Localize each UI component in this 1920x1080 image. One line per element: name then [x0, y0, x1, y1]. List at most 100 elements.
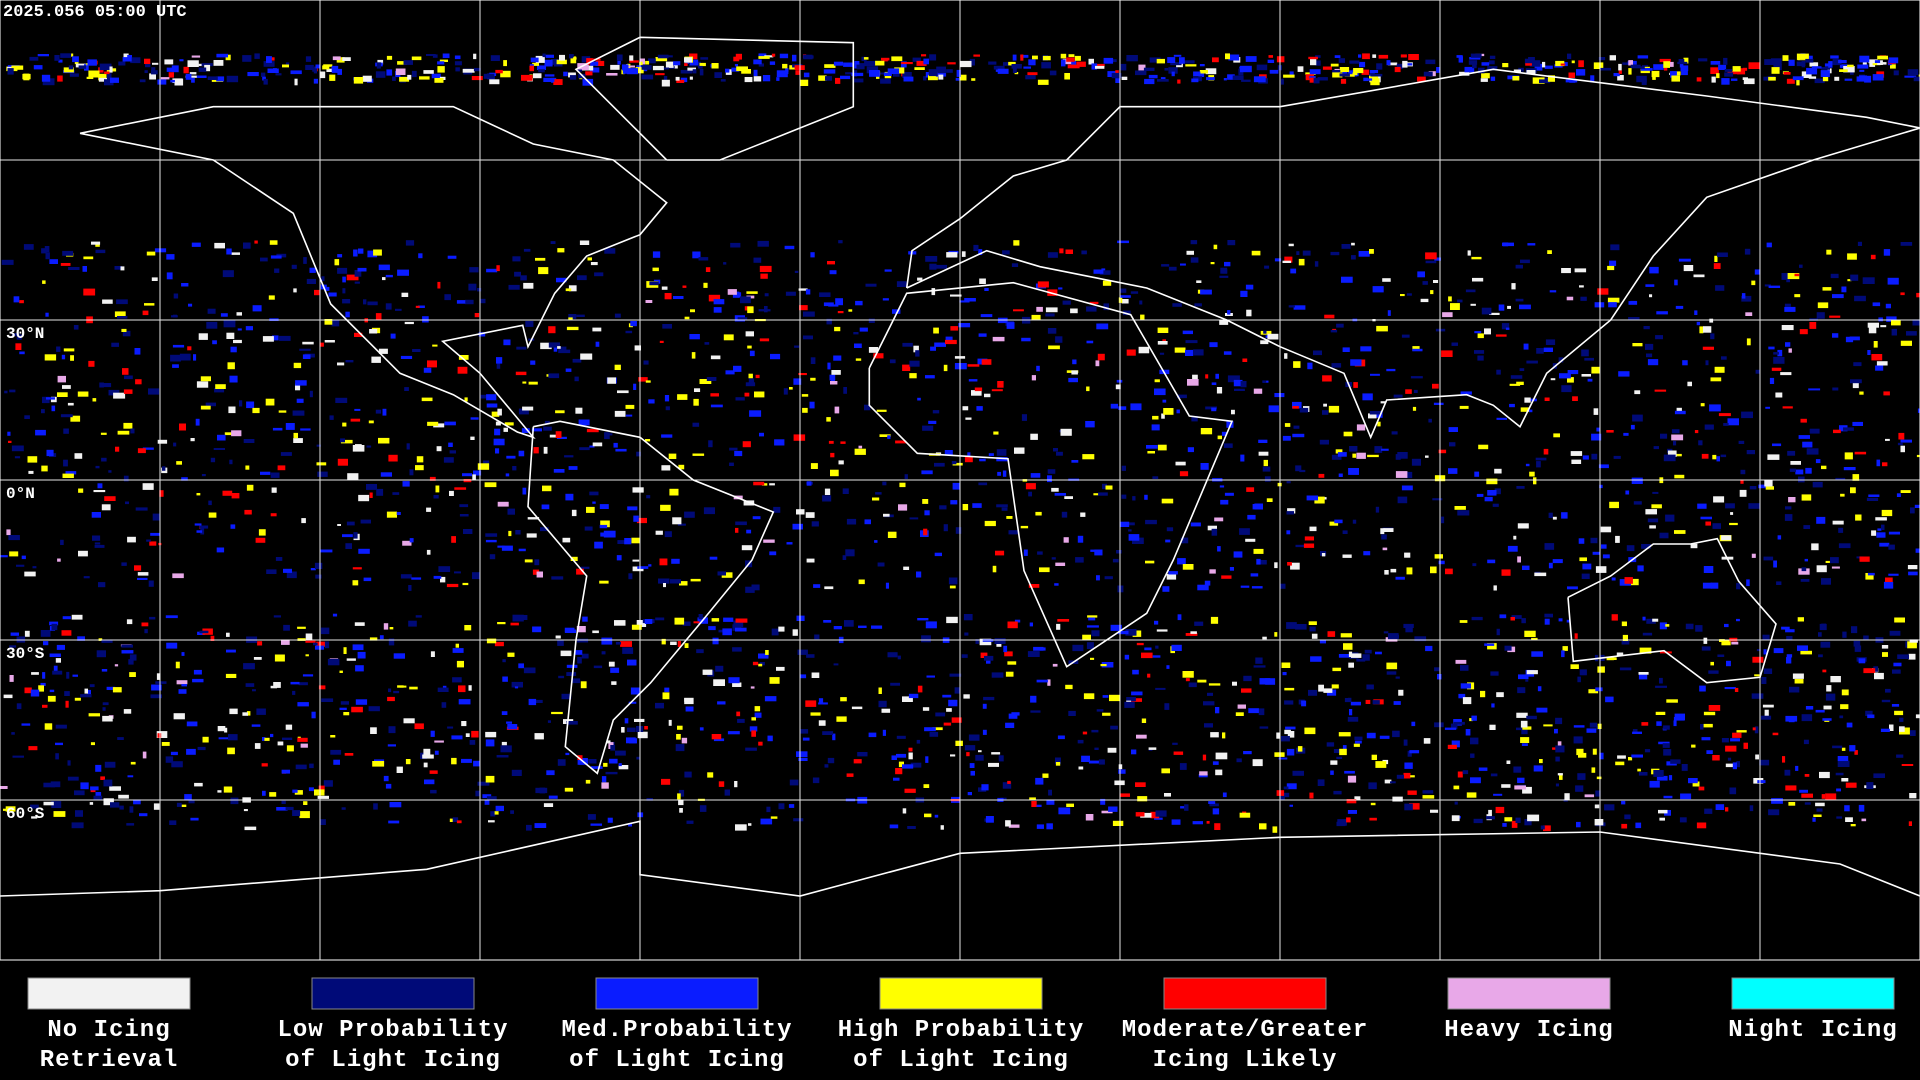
icing-pixel: [1370, 78, 1380, 86]
icing-pixel: [1292, 433, 1305, 438]
icing-pixel: [317, 795, 329, 799]
icing-pixel: [1682, 360, 1688, 366]
icing-pixel: [1731, 641, 1739, 645]
icing-pixel: [765, 650, 769, 655]
icing-pixel: [1529, 471, 1535, 477]
icing-pixel: [1856, 76, 1868, 82]
icing-pixel: [1240, 65, 1252, 73]
icing-pixel: [1086, 306, 1097, 312]
icing-pixel: [256, 708, 266, 715]
icing-pixel: [1522, 786, 1532, 794]
icing-pixel: [9, 551, 19, 557]
icing-pixel: [333, 759, 340, 765]
icing-pixel: [38, 685, 44, 692]
icing-pixel: [1078, 766, 1084, 770]
icing-pixel: [218, 737, 228, 740]
icing-pixel: [998, 755, 1004, 762]
icing-pixel: [1885, 438, 1890, 441]
icing-pixel: [1166, 573, 1177, 580]
icing-pixel: [980, 314, 993, 318]
icing-pixel: [1506, 760, 1511, 764]
icing-pixel: [744, 77, 753, 83]
icing-pixel: [1309, 792, 1314, 799]
icing-pixel: [1382, 278, 1391, 282]
icing-pixel: [1561, 268, 1571, 274]
icing-pixel: [91, 241, 101, 245]
icing-pixel: [1516, 727, 1523, 731]
icing-pixel: [884, 269, 892, 272]
icing-pixel: [388, 688, 392, 693]
icing-pixel: [661, 465, 671, 471]
icing-pixel: [735, 618, 748, 623]
icing-pixel: [699, 68, 704, 76]
icing-pixel: [1462, 770, 1469, 775]
icing-pixel: [562, 537, 571, 543]
icing-pixel: [1768, 346, 1775, 350]
icing-pixel: [113, 392, 126, 399]
icing-pixel: [1609, 55, 1616, 61]
icing-pixel: [1749, 805, 1754, 812]
icing-pixel: [57, 392, 68, 397]
icing-pixel: [1148, 747, 1157, 750]
icing-pixel: [427, 360, 437, 368]
icing-pixel: [995, 67, 1000, 72]
icing-pixel: [1265, 678, 1276, 685]
icing-pixel: [549, 434, 560, 438]
icing-pixel: [335, 397, 348, 403]
icing-pixel: [697, 65, 703, 69]
icing-pixel: [1095, 360, 1100, 367]
icing-pixel: [1517, 687, 1526, 694]
icing-pixel: [1596, 427, 1600, 432]
icing-pixel: [1036, 365, 1040, 372]
icing-pixel: [225, 54, 231, 61]
icing-pixel: [178, 689, 187, 694]
icing-pixel: [1020, 525, 1029, 529]
icing-pixel: [699, 805, 707, 812]
icing-pixel: [1126, 522, 1135, 526]
icing-pixel: [465, 299, 474, 305]
icing-pixel: [1830, 55, 1839, 59]
icing-pixel: [543, 426, 552, 431]
icing-pixel: [1063, 537, 1069, 543]
icing-pixel: [1476, 493, 1484, 497]
icing-pixel: [1732, 762, 1737, 770]
icing-pixel: [464, 625, 472, 631]
icing-pixel: [326, 68, 337, 72]
icing-pixel: [275, 557, 283, 561]
icing-pixel: [324, 340, 335, 343]
icing-pixel: [409, 469, 414, 476]
icing-pixel: [1358, 251, 1370, 257]
icing-pixel: [677, 725, 683, 730]
icing-pixel: [959, 74, 967, 81]
icing-pixel: [291, 264, 297, 269]
icing-pixel: [917, 397, 921, 401]
icing-pixel: [286, 571, 297, 579]
icing-pixel: [283, 568, 292, 573]
icing-pixel: [1386, 60, 1391, 66]
icing-pixel: [299, 348, 311, 351]
icing-pixel: [1609, 501, 1619, 509]
icing-pixel: [1820, 70, 1830, 77]
icing-pixel: [1072, 644, 1084, 652]
icing-pixel: [376, 488, 384, 496]
icing-pixel: [1465, 289, 1476, 293]
icing-pixel: [1662, 743, 1670, 748]
icing-pixel: [1642, 65, 1649, 69]
icing-pixel: [599, 504, 609, 509]
icing-pixel: [829, 270, 837, 275]
icing-pixel: [1494, 488, 1501, 495]
icing-pixel: [72, 674, 78, 677]
icing-pixel: [604, 248, 616, 254]
icing-pixel: [1625, 490, 1630, 495]
icing-pixel: [1663, 61, 1670, 68]
icing-pixel: [1274, 258, 1282, 262]
icing-pixel: [161, 742, 170, 746]
icing-pixel: [127, 775, 134, 778]
icing-pixel: [1176, 409, 1180, 414]
icing-pixel: [611, 681, 617, 685]
icing-pixel: [1800, 579, 1810, 582]
icing-pixel: [1822, 718, 1832, 721]
icing-pixel: [1859, 556, 1870, 562]
icing-pixel: [1360, 346, 1372, 352]
icing-pixel: [1536, 707, 1548, 713]
